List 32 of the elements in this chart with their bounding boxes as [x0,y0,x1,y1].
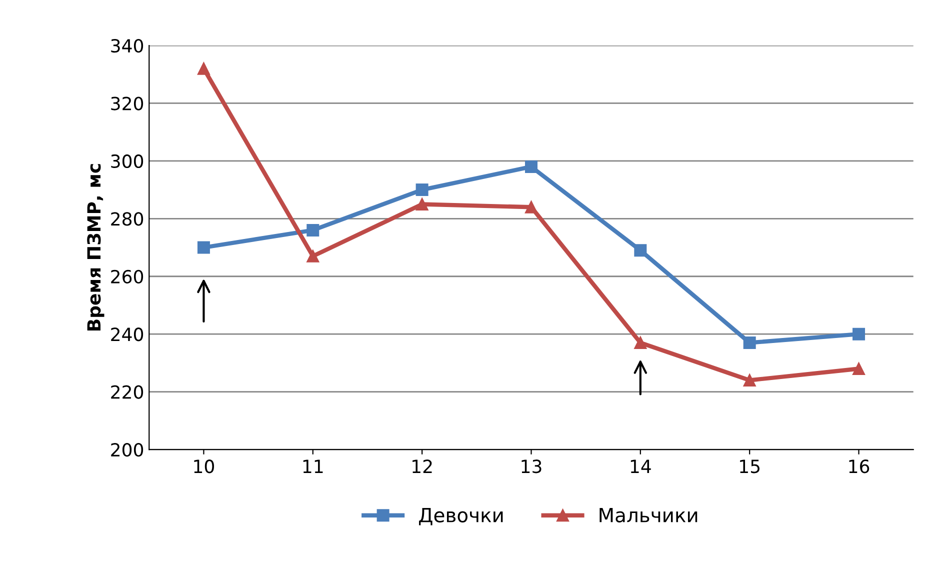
y-tick-label: 300 [111,154,144,168]
point [306,250,320,262]
point [743,374,756,387]
y-tick-label: 240 [111,328,144,342]
y-tick-label: 200 [111,442,144,457]
y-tick-label: 340 [111,38,144,53]
point [524,200,538,214]
y-tick-label: 260 [111,270,144,284]
y-tick-label: 320 [111,96,144,110]
y-axis-title: Время ПЗМР, мс [87,164,104,331]
point [524,160,538,173]
point [634,336,647,349]
point [852,328,866,340]
legend-label: Девочки [419,508,503,526]
legend-label: Мальчики [600,508,698,522]
x-tick-label: 14 [630,460,651,473]
point [306,224,320,236]
y-tick-label: 280 [111,212,144,226]
x-tick-label: 15 [740,460,760,474]
x-tick-label: 11 [303,460,323,473]
x-tick-label: 13 [522,460,542,474]
x-tick-label: 12 [412,460,432,473]
point [416,184,428,196]
point [852,362,866,375]
point [416,198,428,210]
point [197,241,210,254]
point [634,244,647,257]
y-tick-label: 220 [111,385,144,399]
x-tick-label: 10 [194,460,214,474]
point [197,62,210,75]
point [743,336,756,349]
x-tick-label: 16 [849,460,870,474]
